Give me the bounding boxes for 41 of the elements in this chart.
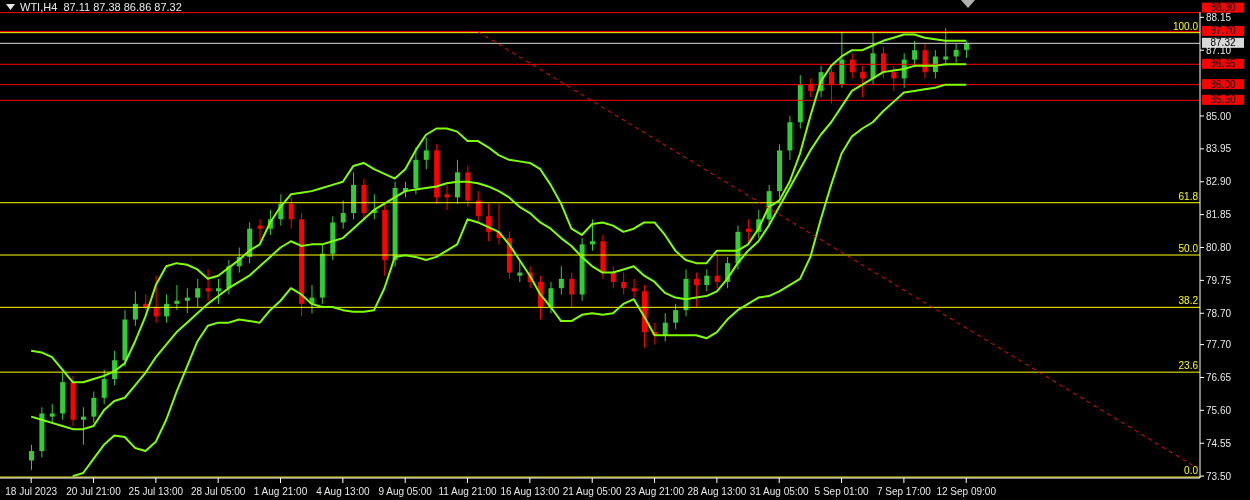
y-tick-label: 83.95 — [1206, 143, 1232, 155]
annotation: 50.0 — [1178, 243, 1199, 255]
ref-line-label: 86.65 — [1210, 58, 1236, 70]
x-tick-label: 5 Sep 01:00 — [814, 486, 869, 497]
y-tick-label: 79.75 — [1206, 274, 1232, 286]
y-tick-label: 73.50 — [1206, 470, 1232, 482]
x-tick-label: 18 Jul 2023 — [5, 486, 58, 497]
x-tick-label: 12 Sep 09:00 — [936, 486, 997, 497]
x-tick-label: 20 Jul 21:00 — [66, 486, 122, 497]
annotation: 38.2 — [1178, 295, 1199, 307]
x-tick-label: 31 Aug 05:00 — [749, 486, 810, 497]
y-tick-label: 75.60 — [1206, 404, 1232, 416]
y-tick-label: 82.90 — [1206, 176, 1232, 188]
x-tick-label: 11 Aug 21:00 — [438, 486, 498, 497]
ref-line-label: 86.00 — [1210, 78, 1236, 90]
ref-line-label: 88.30 — [1210, 2, 1236, 14]
chart-title: WTI,H4 87.11 87.38 86.86 87.32 — [20, 1, 182, 13]
x-tick-label: 4 Aug 13:00 — [316, 486, 370, 497]
x-tick-label: 21 Aug 05:00 — [562, 486, 623, 497]
ref-line-label: 85.50 — [1210, 94, 1236, 106]
y-tick-label: 77.70 — [1206, 339, 1232, 351]
y-tick-label: 78.70 — [1206, 307, 1232, 319]
x-tick-label: 7 Sep 17:00 — [876, 486, 932, 497]
x-tick-label: 9 Aug 05:00 — [378, 486, 433, 497]
annotation: 0.0 — [1184, 465, 1199, 477]
x-tick-label: 23 Aug 21:00 — [625, 486, 685, 497]
ref-line-label: 87.70 — [1210, 25, 1236, 37]
annotation: 100.0 — [1172, 20, 1199, 32]
y-tick-label: 74.55 — [1206, 437, 1232, 449]
x-tick-label: 28 Aug 13:00 — [687, 486, 747, 497]
x-tick-label: 1 Aug 21:00 — [253, 486, 308, 497]
annotation: 23.6 — [1178, 360, 1199, 372]
x-tick-label: 16 Aug 13:00 — [500, 486, 560, 497]
annotation: 61.8 — [1178, 190, 1199, 202]
y-tick-label: 80.80 — [1206, 242, 1232, 254]
x-tick-label: 28 Jul 05:00 — [190, 486, 246, 497]
y-tick-label: 81.85 — [1206, 209, 1232, 221]
y-tick-label: 76.65 — [1206, 372, 1232, 384]
y-tick-label: 85.00 — [1206, 110, 1232, 122]
x-tick-label: 25 Jul 13:00 — [128, 486, 184, 497]
y-tick-label: 88.15 — [1206, 11, 1232, 23]
